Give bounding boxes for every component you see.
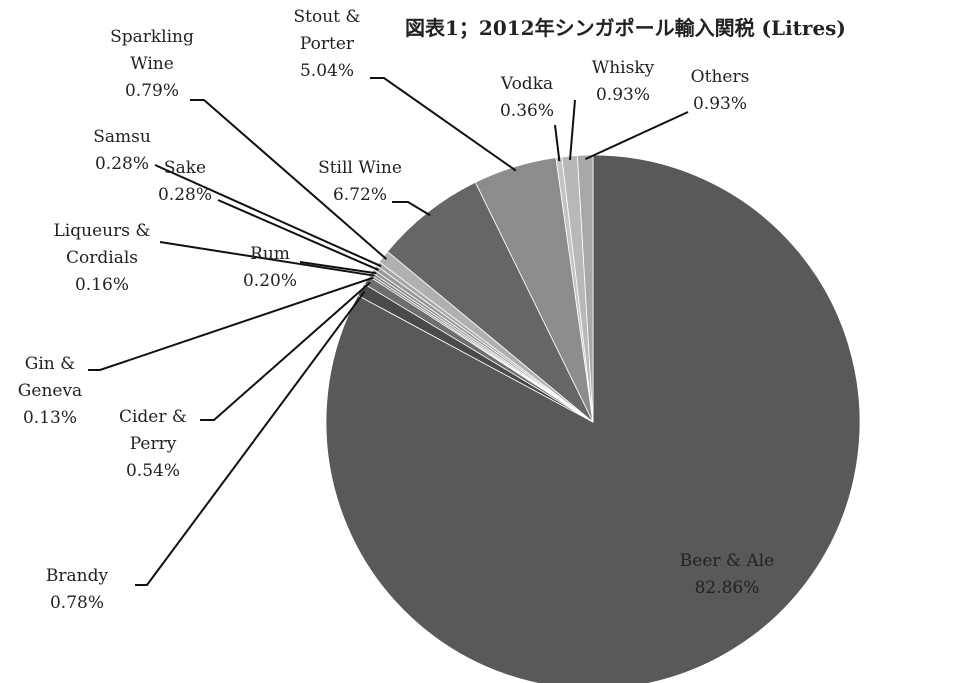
leader-line: [584, 111, 689, 161]
category-name: Sparkling Wine: [110, 27, 194, 74]
leader-line: [217, 199, 379, 271]
category-name: Samsu: [93, 127, 151, 147]
category-name: Liqueurs & Cordials: [53, 221, 151, 268]
value-label: 0.20%: [242, 271, 297, 291]
category-name: Rum: [250, 244, 290, 264]
chart-title: 図表1；2012年シンガポール輸入関税 (Litres): [405, 16, 846, 40]
leader-line: [568, 99, 576, 161]
category-name: Gin & Geneva: [17, 354, 83, 401]
slice-label: Brandy 0.78%: [27, 563, 127, 617]
leader-line: [159, 241, 375, 277]
pie-slice: [386, 181, 594, 423]
slice-label: Liqueurs & Cordials 0.16%: [52, 218, 152, 299]
value-label: 0.93%: [595, 85, 650, 105]
category-name: Whisky: [591, 58, 655, 78]
leader-line: [370, 77, 517, 172]
category-name: Stout & Porter: [293, 7, 361, 54]
value-label: 0.36%: [499, 101, 554, 121]
slice-label: Gin & Geneva 0.13%: [5, 351, 95, 432]
category-name: Brandy: [45, 566, 109, 586]
leader-line: [135, 291, 366, 586]
category-name: Sake: [163, 158, 207, 178]
leader-line: [190, 99, 388, 260]
leader-line: [154, 164, 382, 268]
value-label: 82.86%: [694, 578, 760, 598]
slice-label: Cider & Perry 0.54%: [108, 404, 198, 485]
slice-label: Whisky 0.93%: [578, 55, 668, 109]
leader-line: [299, 261, 377, 275]
value-label: 0.16%: [74, 275, 129, 295]
slice-label: Stout & Porter 5.04%: [282, 4, 372, 85]
value-label: 0.13%: [22, 408, 77, 428]
value-label: 0.79%: [124, 81, 179, 101]
category-name: Others: [690, 67, 750, 87]
leader-line: [554, 124, 561, 162]
category-name: Vodka: [500, 74, 554, 94]
value-label: 0.54%: [125, 461, 180, 481]
leader-line: [200, 281, 371, 421]
slice-label: Rum 0.20%: [235, 241, 305, 295]
category-name: Beer & Ale: [679, 551, 775, 571]
value-label: 5.04%: [299, 61, 354, 81]
slice-label: Others 0.93%: [675, 64, 765, 118]
category-name: Cider & Perry: [118, 407, 188, 454]
leader-line: [392, 201, 431, 217]
leader-line: [88, 276, 374, 371]
value-label: 6.72%: [332, 185, 387, 205]
slice-label: Samsu 0.28%: [82, 124, 162, 178]
slice-label: Sparkling Wine 0.79%: [92, 24, 212, 105]
value-label: 0.28%: [94, 154, 149, 174]
slice-label: Beer & Ale 82.86%: [657, 548, 797, 602]
slice-label: Sake 0.28%: [150, 155, 220, 209]
value-label: 0.78%: [49, 593, 104, 613]
category-name: Still Wine: [318, 158, 402, 178]
value-label: 0.28%: [157, 185, 212, 205]
slice-label: Vodka 0.36%: [487, 71, 567, 125]
slice-label: Still Wine 6.72%: [305, 155, 415, 209]
value-label: 0.93%: [692, 94, 747, 114]
